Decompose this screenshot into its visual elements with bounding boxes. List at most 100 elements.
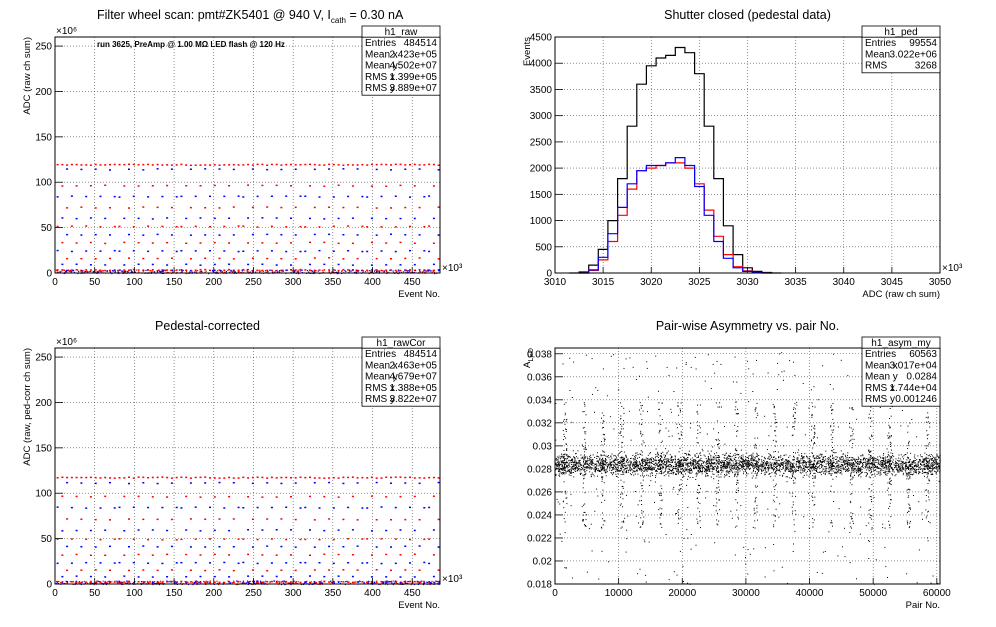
point bbox=[179, 270, 180, 271]
point bbox=[623, 472, 624, 473]
point bbox=[783, 473, 784, 474]
point bbox=[333, 196, 335, 198]
point bbox=[323, 477, 325, 479]
point bbox=[196, 581, 197, 582]
point bbox=[761, 466, 762, 467]
point bbox=[309, 529, 311, 531]
point bbox=[266, 477, 268, 479]
point bbox=[716, 458, 717, 459]
point bbox=[404, 207, 406, 209]
point bbox=[57, 477, 59, 479]
point bbox=[732, 465, 733, 466]
point bbox=[423, 581, 424, 582]
point bbox=[433, 576, 435, 578]
point bbox=[696, 476, 697, 477]
point bbox=[616, 456, 617, 457]
point bbox=[721, 472, 722, 473]
point bbox=[633, 458, 634, 459]
point bbox=[400, 185, 402, 187]
point bbox=[390, 477, 392, 479]
point bbox=[280, 207, 282, 209]
point bbox=[404, 477, 406, 479]
point bbox=[242, 164, 244, 166]
point bbox=[176, 539, 178, 541]
point bbox=[585, 458, 586, 459]
point bbox=[128, 207, 130, 209]
point bbox=[660, 458, 661, 459]
point bbox=[775, 458, 776, 459]
point bbox=[118, 581, 119, 582]
point bbox=[381, 563, 383, 565]
point bbox=[834, 458, 835, 459]
point bbox=[626, 471, 627, 472]
point bbox=[929, 466, 930, 467]
point bbox=[265, 270, 266, 271]
point bbox=[569, 466, 570, 467]
point bbox=[642, 461, 643, 462]
point bbox=[723, 454, 724, 455]
point bbox=[233, 169, 235, 171]
point bbox=[866, 470, 867, 471]
point bbox=[309, 242, 311, 244]
point bbox=[641, 460, 642, 461]
point bbox=[662, 452, 663, 453]
point bbox=[665, 455, 666, 456]
point bbox=[694, 460, 695, 461]
point bbox=[756, 468, 757, 469]
point bbox=[584, 474, 585, 475]
point bbox=[433, 164, 435, 166]
point bbox=[827, 458, 828, 459]
point bbox=[918, 465, 919, 466]
point bbox=[61, 269, 63, 271]
point bbox=[626, 455, 627, 456]
point bbox=[726, 458, 727, 459]
point bbox=[751, 460, 752, 461]
point bbox=[357, 582, 358, 583]
point bbox=[396, 581, 397, 582]
point bbox=[81, 270, 82, 271]
point bbox=[90, 269, 92, 271]
point bbox=[808, 466, 809, 467]
point bbox=[801, 473, 802, 474]
point bbox=[90, 217, 92, 219]
point bbox=[152, 554, 154, 556]
point bbox=[230, 271, 231, 272]
point bbox=[869, 470, 870, 471]
point bbox=[768, 453, 769, 454]
point bbox=[828, 465, 829, 466]
point bbox=[200, 264, 202, 266]
point bbox=[104, 264, 106, 266]
point bbox=[390, 207, 392, 209]
point bbox=[915, 462, 916, 463]
point bbox=[390, 258, 392, 260]
point bbox=[776, 468, 777, 469]
chart-title: Shutter closed (pedestal data) bbox=[664, 8, 831, 22]
point bbox=[408, 270, 409, 271]
point bbox=[414, 576, 416, 578]
point bbox=[870, 477, 871, 478]
point bbox=[846, 458, 847, 459]
point bbox=[893, 469, 894, 470]
point bbox=[906, 464, 907, 465]
point bbox=[849, 464, 850, 465]
point bbox=[702, 468, 703, 469]
point bbox=[752, 466, 753, 467]
point bbox=[127, 582, 128, 583]
point bbox=[764, 457, 765, 458]
point bbox=[606, 463, 607, 464]
point bbox=[338, 496, 340, 498]
point bbox=[748, 458, 749, 459]
point bbox=[396, 271, 397, 272]
point bbox=[700, 460, 701, 461]
point bbox=[610, 459, 611, 460]
point bbox=[635, 461, 636, 462]
point bbox=[636, 460, 637, 461]
point bbox=[899, 455, 900, 456]
point bbox=[652, 473, 653, 474]
point bbox=[858, 458, 859, 459]
point bbox=[655, 475, 656, 476]
y-tick-label: 200 bbox=[35, 87, 52, 98]
point bbox=[147, 225, 149, 227]
point bbox=[71, 164, 73, 166]
point bbox=[570, 462, 571, 463]
